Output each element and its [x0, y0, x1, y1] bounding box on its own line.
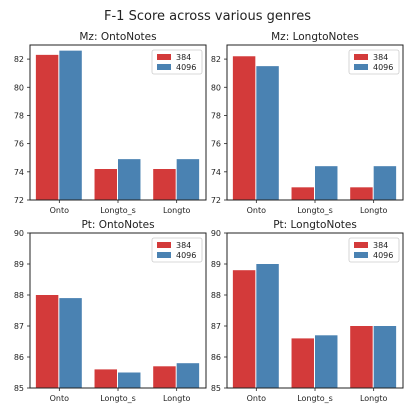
legend-swatch-384 [354, 54, 368, 60]
x-tick-label: Longto [163, 206, 190, 215]
y-tick-label: 86 [14, 353, 24, 362]
x-tick-label: Longto_s [297, 206, 333, 215]
legend-swatch-384 [354, 242, 368, 248]
bar-longto-384 [350, 326, 373, 388]
y-tick-label: 74 [14, 168, 24, 177]
bar-longto-384 [350, 187, 373, 200]
bar-longto_s-384 [94, 369, 117, 388]
y-tick-label: 90 [211, 229, 221, 238]
subplot-4: Pt: LongtoNotes 85 86 87 88 89 90 Onto Longto_s L… [211, 219, 404, 403]
bar-longto-4096 [176, 159, 200, 200]
legend-label-384: 384 [176, 53, 191, 62]
y-tick-label: 88 [14, 291, 24, 300]
bar-onto-384 [232, 56, 256, 200]
y-tick-label: 87 [211, 322, 221, 331]
bar-longto_s-384 [291, 338, 314, 388]
bar-longto_s-4096 [118, 372, 141, 388]
x-tick-label: Onto [50, 206, 70, 215]
bar-onto-384 [35, 54, 59, 200]
x-tick-label: Onto [50, 394, 70, 403]
y-tick-label: 76 [14, 140, 24, 149]
y-tick-label: 87 [14, 322, 24, 331]
y-tick-label: 72 [14, 196, 24, 205]
y-tick-label: 82 [211, 55, 221, 64]
subplot-3: Pt: OntoNotes 85 86 87 88 89 90 Onto Longto_s Lon… [14, 219, 207, 403]
legend-label-384: 384 [373, 241, 388, 250]
subplot-title: Mz: OntoNotes [79, 31, 156, 43]
subplot-2: Mz: LongtoNotes 72 74 76 78 80 82 Onto Longto_s L… [211, 31, 404, 215]
x-tick-label: Longto [360, 394, 387, 403]
bar-onto-4096 [256, 264, 279, 388]
bar-onto-4096 [59, 298, 82, 388]
legend-label-4096: 4096 [373, 63, 393, 72]
bar-longto-4096 [176, 363, 200, 388]
x-tick-label: Longto [163, 394, 190, 403]
legend-swatch-384 [157, 54, 171, 60]
bar-longto_s-384 [94, 169, 117, 200]
legend-swatch-4096 [354, 252, 368, 258]
y-tick-label: 80 [14, 83, 24, 92]
y-tick-label: 78 [211, 111, 221, 120]
legend-swatch-4096 [354, 64, 368, 70]
y-tick-label: 82 [14, 55, 24, 64]
legend-swatch-4096 [157, 64, 171, 70]
legend-label-4096: 4096 [176, 251, 196, 260]
y-tick-label: 76 [211, 140, 221, 149]
bar-longto-384 [153, 169, 176, 200]
y-tick-label: 80 [211, 83, 221, 92]
bar-longto_s-4096 [118, 159, 141, 200]
subplot-title: Mz: LongtoNotes [271, 31, 359, 43]
y-tick-label: 88 [211, 291, 221, 300]
y-tick-label: 89 [211, 260, 221, 269]
legend-label-4096: 4096 [373, 251, 393, 260]
x-tick-label: Longto_s [100, 206, 136, 215]
bar-longto_s-4096 [315, 166, 338, 200]
legend-label-4096: 4096 [176, 63, 196, 72]
panels: Mz: OntoNotes 72 74 76 78 80 82 Onto Longto_s Lon… [14, 31, 404, 403]
bar-onto-384 [35, 295, 59, 388]
x-tick-label: Longto_s [297, 394, 333, 403]
legend-swatch-4096 [157, 252, 171, 258]
legend-label-384: 384 [176, 241, 191, 250]
y-tick-label: 78 [14, 111, 24, 120]
legend-label-384: 384 [373, 53, 388, 62]
bar-longto_s-4096 [315, 335, 338, 388]
y-tick-label: 72 [211, 196, 221, 205]
subplot-1: Mz: OntoNotes 72 74 76 78 80 82 Onto Longto_s Lon… [14, 31, 207, 215]
y-tick-label: 85 [14, 384, 24, 393]
bar-longto_s-384 [291, 187, 314, 200]
legend-swatch-384 [157, 242, 171, 248]
bar-onto-4096 [256, 66, 279, 200]
bar-longto-4096 [373, 166, 397, 200]
bar-longto-4096 [373, 326, 397, 388]
y-tick-label: 74 [211, 168, 221, 177]
y-tick-label: 90 [14, 229, 24, 238]
y-tick-label: 89 [14, 260, 24, 269]
figure-title: F-1 Score across various genres [104, 9, 311, 24]
subplot-title: Pt: OntoNotes [81, 219, 154, 231]
x-tick-label: Longto_s [100, 394, 136, 403]
bar-longto-384 [153, 366, 176, 388]
subplot-title: Pt: LongtoNotes [273, 219, 357, 231]
x-tick-label: Onto [247, 394, 267, 403]
x-tick-label: Onto [247, 206, 267, 215]
y-tick-label: 86 [211, 353, 221, 362]
bar-onto-384 [232, 270, 256, 388]
x-tick-label: Longto [360, 206, 387, 215]
bar-onto-4096 [59, 50, 82, 200]
y-tick-label: 85 [211, 384, 221, 393]
